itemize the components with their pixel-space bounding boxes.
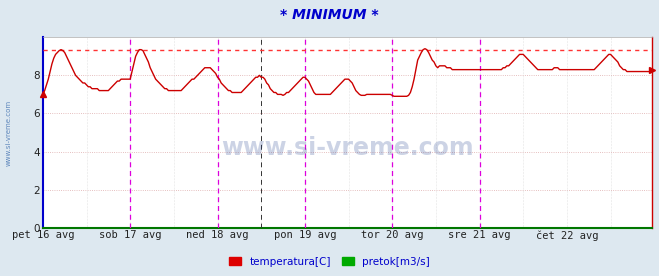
Legend: temperatura[C], pretok[m3/s]: temperatura[C], pretok[m3/s] xyxy=(225,253,434,271)
Text: www.si-vreme.com: www.si-vreme.com xyxy=(5,99,11,166)
Text: www.si-vreme.com: www.si-vreme.com xyxy=(221,136,474,160)
Text: * MINIMUM *: * MINIMUM * xyxy=(280,8,379,22)
